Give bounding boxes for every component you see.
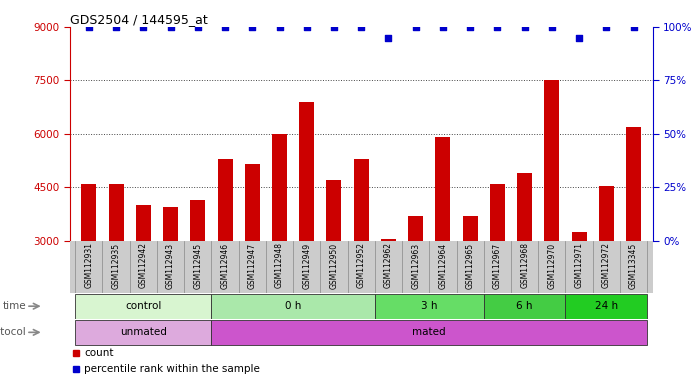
Text: GSM112970: GSM112970: [547, 242, 556, 288]
Text: GSM112962: GSM112962: [384, 242, 393, 288]
Text: GDS2504 / 144595_at: GDS2504 / 144595_at: [70, 13, 207, 26]
Text: unmated: unmated: [120, 327, 167, 337]
Point: [110, 24, 121, 30]
Text: GSM112963: GSM112963: [411, 242, 420, 288]
Point: [138, 24, 149, 30]
Point: [574, 35, 585, 41]
Bar: [75, 294, 211, 319]
Bar: [484, 294, 565, 319]
Text: 24 h: 24 h: [595, 301, 618, 311]
Text: GSM112965: GSM112965: [466, 242, 475, 288]
Text: GSM112968: GSM112968: [520, 242, 529, 288]
Point: [274, 24, 285, 30]
Point: [492, 24, 503, 30]
Text: GSM113345: GSM113345: [629, 242, 638, 289]
Bar: [626, 127, 641, 241]
Point: [328, 24, 339, 30]
Text: GSM112945: GSM112945: [193, 242, 202, 288]
Bar: [272, 134, 287, 241]
Bar: [327, 180, 341, 241]
Text: GSM112952: GSM112952: [357, 242, 366, 288]
Bar: [354, 159, 369, 241]
Point: [601, 24, 612, 30]
Bar: [490, 184, 505, 241]
Text: 6 h: 6 h: [517, 301, 533, 311]
Bar: [109, 184, 124, 241]
Bar: [75, 320, 211, 345]
Bar: [191, 200, 205, 241]
Bar: [572, 232, 586, 241]
Text: count: count: [84, 348, 114, 358]
Bar: [565, 294, 647, 319]
Text: GSM112972: GSM112972: [602, 242, 611, 288]
Text: GSM112948: GSM112948: [275, 242, 284, 288]
Point: [383, 35, 394, 41]
Bar: [436, 137, 450, 241]
Text: GSM112931: GSM112931: [84, 242, 94, 288]
Point: [165, 24, 176, 30]
Point: [219, 24, 230, 30]
Point: [438, 24, 449, 30]
Point: [356, 24, 367, 30]
Point: [628, 24, 639, 30]
Bar: [375, 294, 484, 319]
Bar: [299, 102, 314, 241]
Bar: [136, 205, 151, 241]
Text: mated: mated: [413, 327, 446, 337]
Bar: [381, 239, 396, 241]
Text: 3 h: 3 h: [421, 301, 438, 311]
Text: GSM112967: GSM112967: [493, 242, 502, 288]
Point: [465, 24, 476, 30]
Text: control: control: [125, 301, 161, 311]
Point: [301, 24, 312, 30]
Point: [547, 24, 558, 30]
Text: time: time: [3, 301, 26, 311]
Bar: [599, 185, 614, 241]
Bar: [517, 173, 532, 241]
Bar: [463, 216, 477, 241]
Point: [410, 24, 422, 30]
Bar: [82, 184, 96, 241]
Text: GSM112964: GSM112964: [438, 242, 447, 288]
Text: 0 h: 0 h: [285, 301, 302, 311]
Point: [519, 24, 530, 30]
Point: [246, 24, 258, 30]
Text: GSM112935: GSM112935: [112, 242, 121, 288]
Text: GSM112947: GSM112947: [248, 242, 257, 288]
Text: GSM112949: GSM112949: [302, 242, 311, 288]
Point: [83, 24, 94, 30]
Text: GSM112942: GSM112942: [139, 242, 148, 288]
Bar: [544, 80, 559, 241]
Bar: [211, 320, 647, 345]
Text: GSM112946: GSM112946: [221, 242, 230, 288]
Bar: [163, 207, 178, 241]
Bar: [211, 294, 375, 319]
Text: GSM112950: GSM112950: [329, 242, 339, 288]
Text: protocol: protocol: [0, 327, 26, 337]
Bar: [218, 159, 232, 241]
Text: GSM112943: GSM112943: [166, 242, 175, 288]
Text: GSM112971: GSM112971: [574, 242, 584, 288]
Bar: [408, 216, 423, 241]
Point: [192, 24, 203, 30]
Text: percentile rank within the sample: percentile rank within the sample: [84, 364, 260, 374]
Bar: [245, 164, 260, 241]
